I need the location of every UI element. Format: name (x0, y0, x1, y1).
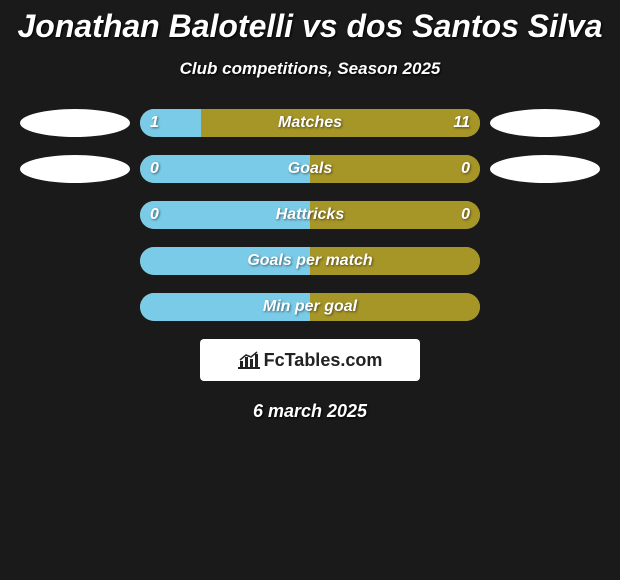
stat-label: Hattricks (140, 201, 480, 229)
stat-row: Goals per match (0, 247, 620, 275)
stat-bar: 00Hattricks (140, 201, 480, 229)
date: 6 march 2025 (0, 401, 620, 422)
logo-text: FcTables.com (264, 350, 383, 371)
stat-bar: Min per goal (140, 293, 480, 321)
stat-row: 111Matches (0, 109, 620, 137)
stat-row: Min per goal (0, 293, 620, 321)
comparison-infographic: Jonathan Balotelli vs dos Santos Silva C… (0, 0, 620, 422)
player-right-marker (490, 109, 600, 137)
stat-row: 00Goals (0, 155, 620, 183)
player-left-marker (20, 155, 130, 183)
stat-label: Matches (140, 109, 480, 137)
chart-icon (238, 351, 260, 369)
stat-label: Goals (140, 155, 480, 183)
stats-rows: 111Matches 00Goals 00Hattricks Goals per ma… (0, 109, 620, 321)
stat-row: 00Hattricks (0, 201, 620, 229)
player-right-marker (490, 155, 600, 183)
page-title: Jonathan Balotelli vs dos Santos Silva (0, 8, 620, 45)
stat-label: Min per goal (140, 293, 480, 321)
stat-bar: 111Matches (140, 109, 480, 137)
subtitle: Club competitions, Season 2025 (0, 59, 620, 79)
stat-label: Goals per match (140, 247, 480, 275)
logo: FcTables.com (238, 350, 383, 371)
stat-bar: Goals per match (140, 247, 480, 275)
player-left-marker (20, 109, 130, 137)
logo-box: FcTables.com (200, 339, 420, 381)
stat-bar: 00Goals (140, 155, 480, 183)
